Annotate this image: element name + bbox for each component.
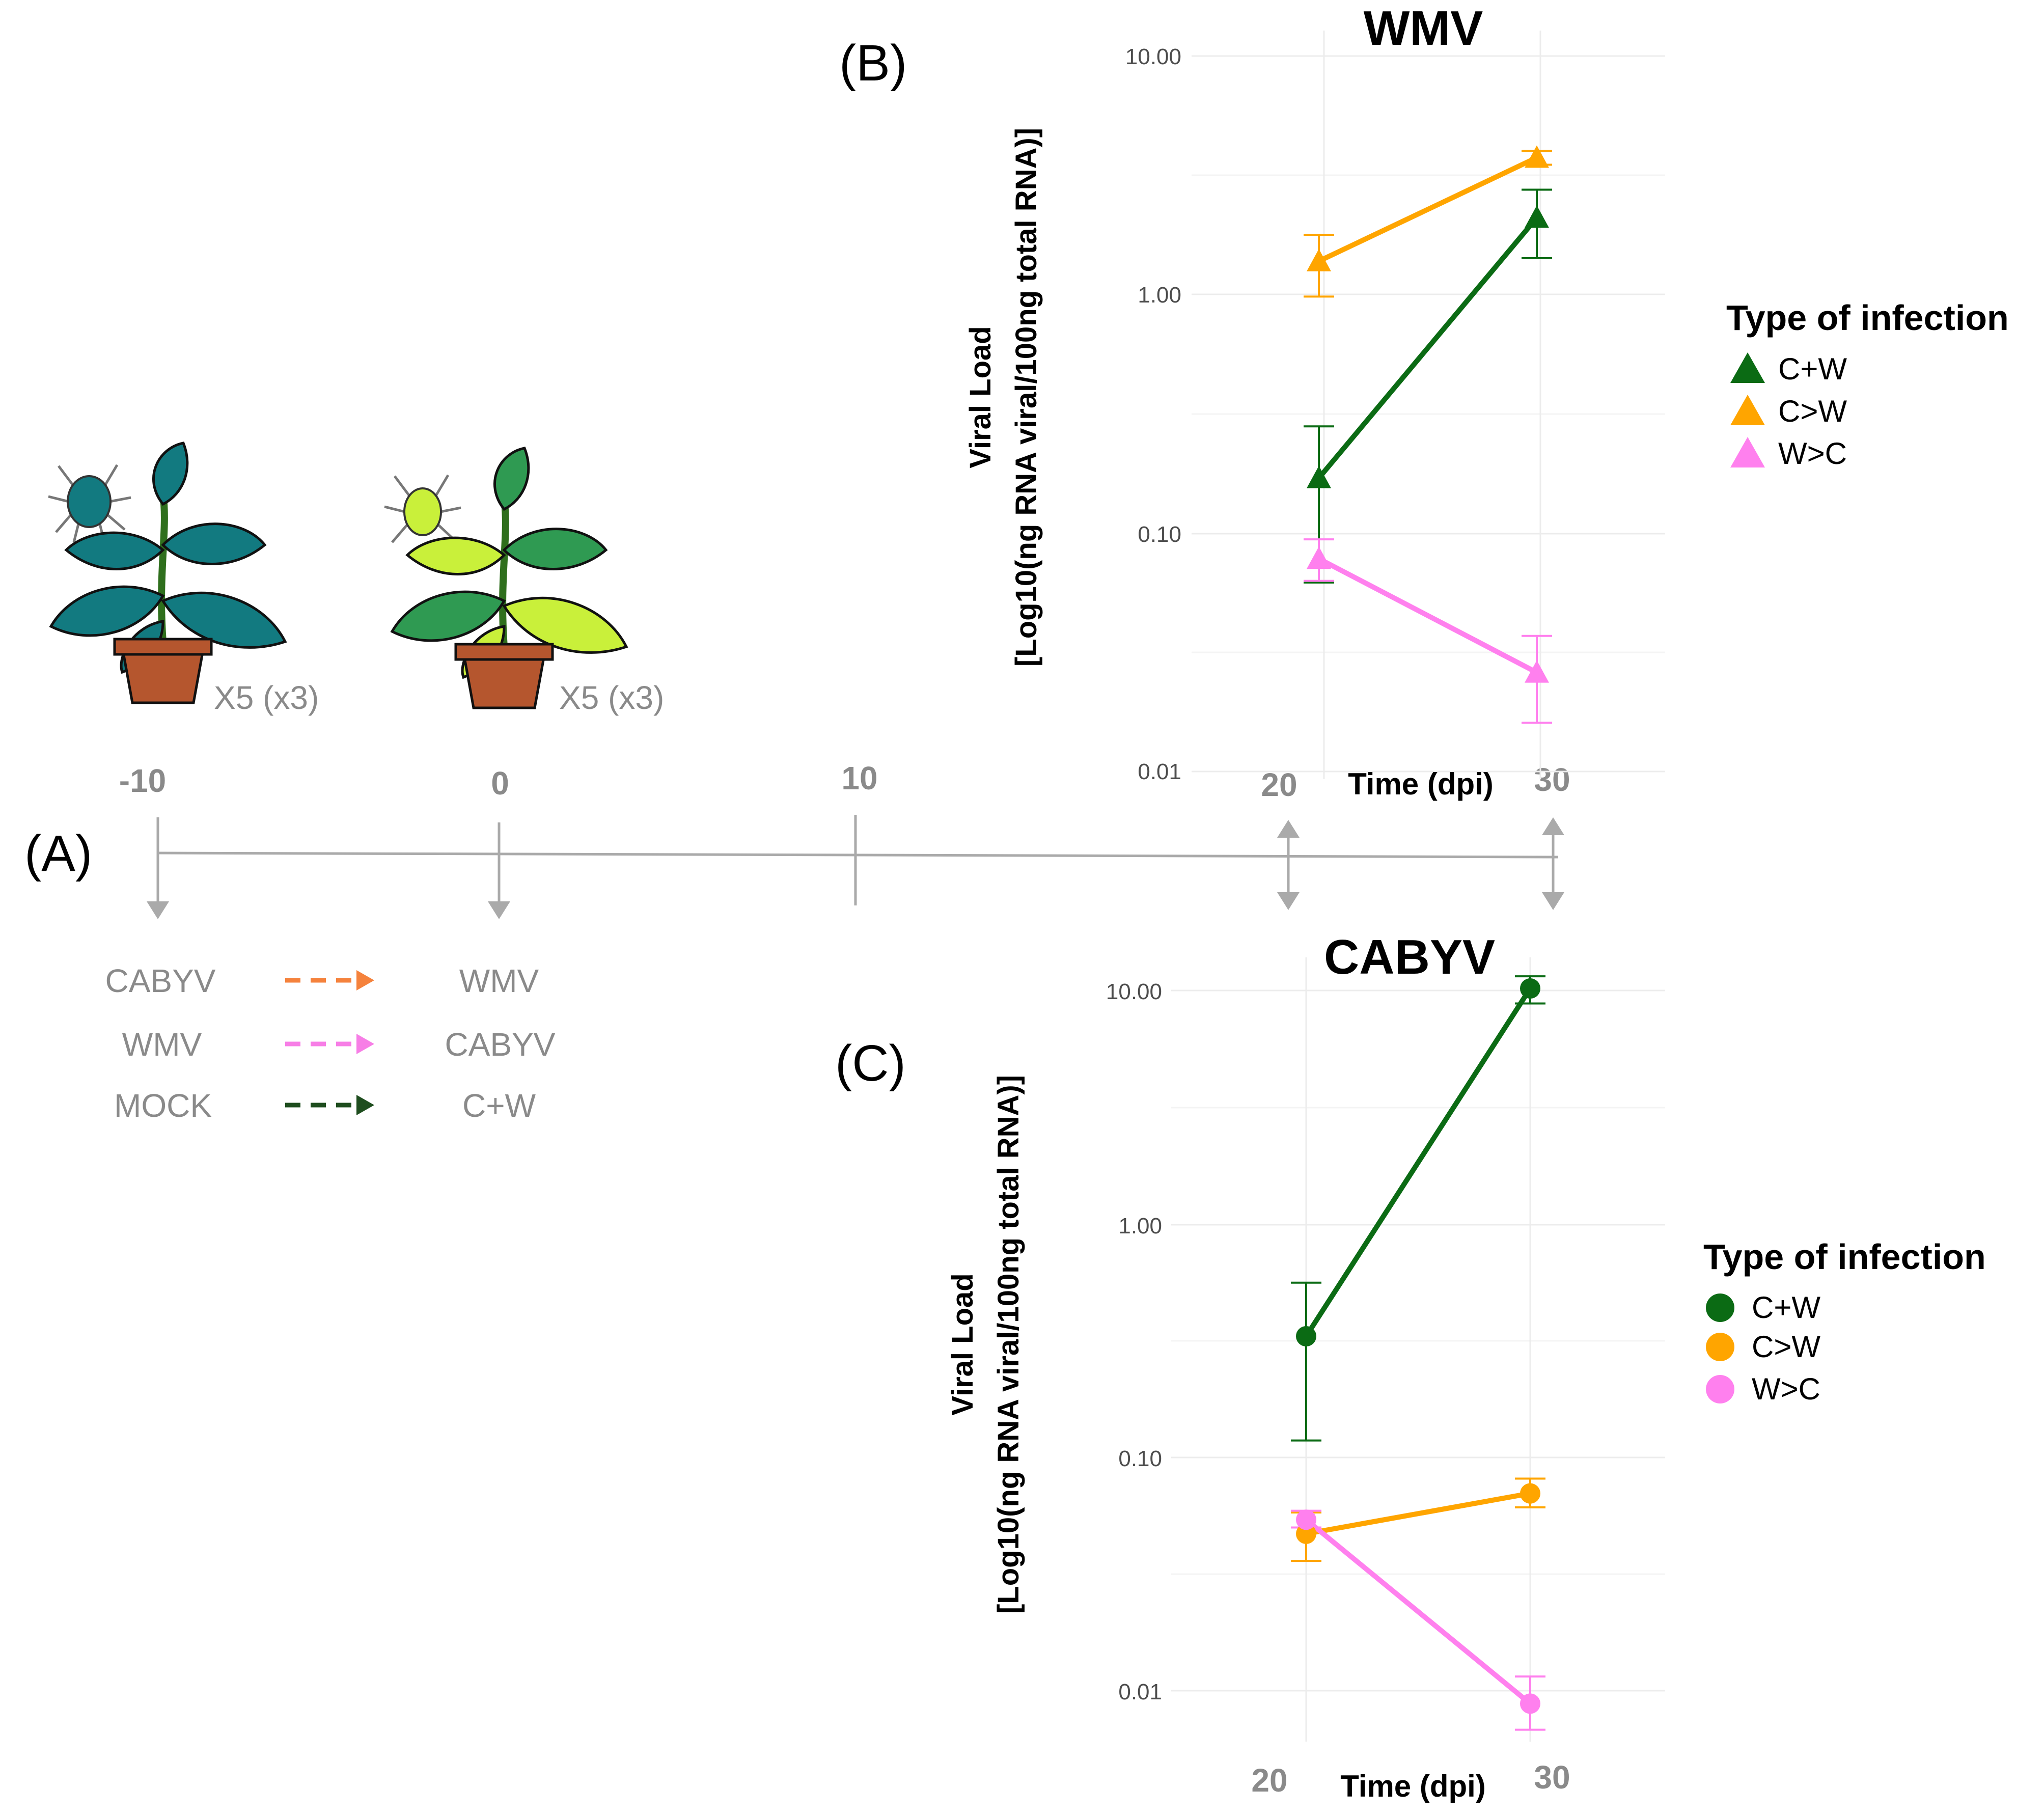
timeline-tick-label: 10 (841, 760, 877, 796)
chart-cabyv-ytick: 1.00 (1118, 1214, 1162, 1238)
chart-wmv-error-bars (1304, 150, 1552, 724)
data-point-w-gt-c (1296, 1509, 1316, 1530)
data-point-c-gt-w (1525, 145, 1549, 168)
series-line-c-plus-w (1317, 216, 1539, 480)
timeline-axis (157, 851, 1559, 859)
data-point-w-gt-c (1520, 1693, 1540, 1714)
data-point-c-plus-w (1307, 465, 1331, 488)
chart-wmv-legend: Type of infection C+W C>W W>C (1726, 298, 2009, 471)
chart-wmv-ytick: 0.10 (1138, 522, 1181, 547)
data-point-c-gt-w (1307, 249, 1331, 271)
data-point-w-gt-c (1525, 660, 1549, 683)
chart-cabyv-ytick: 10.00 (1106, 979, 1162, 1004)
inoculation-second-label: CABYV (445, 1026, 556, 1063)
chart-cabyv-title: CABYV (1324, 930, 1495, 984)
series-line-c-plus-w (1304, 987, 1533, 1338)
chart-wmv-legend-title: Type of infection (1726, 298, 2009, 338)
chart-cabyv-ytick: 0.10 (1118, 1446, 1162, 1471)
data-point-c-plus-w (1296, 1326, 1316, 1346)
chart-cabyv-lines (1304, 987, 1533, 1706)
series-line-w-gt-c (1304, 1518, 1532, 1706)
inoculation-first-label: WMV (122, 1026, 202, 1063)
chart-cabyv-legend-item: W>C (1752, 1372, 1820, 1406)
chart-wmv-xlabel: Time (dpi) (1348, 767, 1494, 801)
chart-cabyv-markers (1296, 978, 1540, 1714)
chart-wmv-ytick: 0.01 (1138, 759, 1181, 784)
chart-wmv-legend-item: C>W (1778, 394, 1847, 428)
chart-cabyv-ytick: 0.01 (1118, 1680, 1162, 1704)
panel-label-c: (C) (835, 1035, 906, 1092)
chart-cabyv-legend-title: Type of infection (1703, 1237, 1986, 1277)
inoculation-first-label: MOCK (114, 1087, 212, 1124)
error-bar-c-plus-w (1291, 1281, 1321, 1442)
chart-cabyv-legend-item: C+W (1752, 1290, 1820, 1325)
chart-cabyv-grid (1171, 957, 1665, 1742)
legend-key-c-plus-w (1730, 352, 1765, 383)
legend-key-c-gt-w (1730, 395, 1765, 425)
legend-key-w-gt-c (1730, 437, 1765, 467)
aphid-teal-icon (48, 464, 131, 543)
data-point-c-plus-w (1520, 978, 1540, 999)
inoculation-first-label: CABYV (105, 962, 216, 999)
data-point-c-gt-w (1520, 1483, 1540, 1504)
legend-key-c-plus-w (1706, 1293, 1734, 1322)
plant-count-lime: X5 (x3) (559, 679, 664, 716)
chart-cabyv: CABYV 10.00 1.00 0.10 0.01 20 30 Time (d… (946, 930, 1986, 1803)
plant-count-teal: X5 (x3) (214, 679, 319, 716)
legend-key-w-gt-c (1706, 1375, 1734, 1403)
chart-wmv: WMV 10.00 1.00 0.10 0.01 Time (dpi) Vira… (964, 1, 2009, 801)
chart-cabyv-ylabel-units: [Log10(ng RNA viral/100ng total RNA)] (992, 1075, 1025, 1614)
chart-cabyv-ylabel: Viral Load (946, 1273, 979, 1415)
chart-wmv-title: WMV (1364, 1, 1483, 56)
data-point-w-gt-c (1307, 546, 1331, 569)
plant-teal-icon (49, 442, 287, 704)
timeline-tick-label: 20 (1261, 766, 1297, 803)
panel-label-a: (A) (24, 825, 92, 882)
series-line-c-gt-w (1317, 155, 1538, 264)
chart-cabyv-xlabel: Time (dpi) (1340, 1769, 1486, 1803)
timeline-tick-label: -10 (119, 762, 167, 799)
series-line-c-gt-w (1306, 1491, 1531, 1536)
timeline-tick-label: 30 (1534, 761, 1570, 798)
chart-wmv-grid (1192, 31, 1665, 779)
panel-label-b: (B) (839, 35, 907, 92)
aphid-lime-icon (384, 474, 461, 543)
chart-wmv-ytick: 1.00 (1138, 283, 1181, 308)
chart-cabyv-xtick: 20 (1251, 1762, 1287, 1799)
chart-cabyv-legend: Type of infection C+W C>W W>C (1703, 1237, 1986, 1406)
data-point-c-plus-w (1525, 205, 1549, 228)
chart-wmv-ylabel: Viral Load (964, 326, 997, 468)
chart-wmv-ytick: 10.00 (1125, 44, 1181, 69)
inoculation-second-label: C+W (462, 1087, 536, 1124)
timeline-legend: CABYV WMV WMV CABYV MOCK C+W (105, 962, 556, 1124)
chart-wmv-lines (1317, 155, 1539, 675)
series-line-w-gt-c (1317, 556, 1538, 675)
plant-lime-icon (390, 447, 628, 709)
chart-cabyv-legend-item: C>W (1752, 1330, 1820, 1364)
chart-wmv-markers (1307, 145, 1549, 683)
chart-cabyv-error-bars (1291, 975, 1545, 1731)
timeline-tick-label: 0 (491, 765, 509, 802)
chart-wmv-legend-item: C+W (1778, 352, 1847, 386)
data-point-c-gt-w (1296, 1523, 1316, 1544)
chart-wmv-ylabel-units: [Log10(ng RNA viral/100ng total RNA)] (1010, 128, 1043, 667)
chart-cabyv-xtick: 30 (1534, 1759, 1570, 1796)
inoculation-second-label: WMV (459, 962, 539, 999)
chart-wmv-legend-item: W>C (1778, 436, 1847, 471)
legend-key-c-gt-w (1706, 1333, 1734, 1361)
